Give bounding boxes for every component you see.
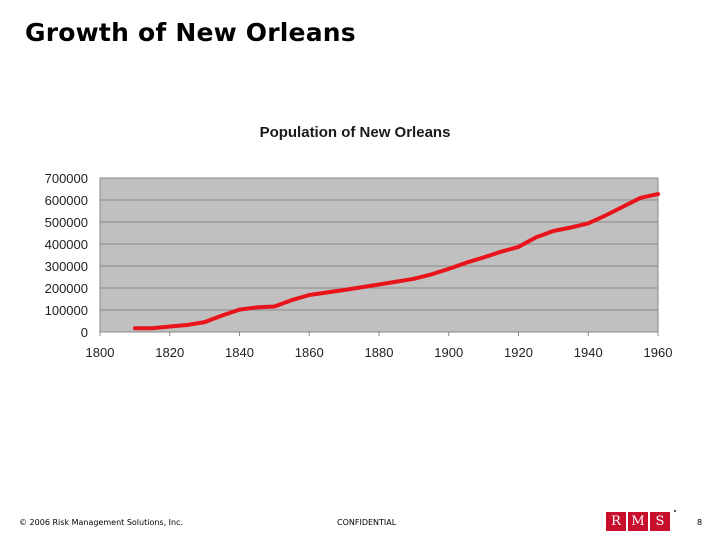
footer-copyright: © 2006 Risk Management Solutions, Inc.	[19, 518, 184, 527]
y-tick-label: 0	[81, 325, 88, 340]
x-tick-label: 1860	[295, 345, 324, 360]
chart-title: Population of New Orleans	[260, 124, 451, 141]
x-tick-label: 1960	[644, 345, 673, 360]
x-tick-label: 1820	[155, 345, 184, 360]
gridlines	[100, 177, 658, 311]
y-axis-ticks: 0 100000 200000 300000 400000 500000 600000 700…	[45, 171, 88, 340]
x-tick-label: 1840	[225, 345, 254, 360]
logo-letter-r: R	[606, 512, 626, 531]
y-tick-label: 300000	[45, 259, 88, 274]
y-tick-label: 500000	[45, 215, 88, 230]
x-tick-label: 1900	[434, 345, 463, 360]
y-tick-label: 600000	[45, 193, 88, 208]
page-number: 8	[697, 518, 703, 527]
x-tick-label: 1880	[365, 345, 394, 360]
series-line-population	[132, 192, 660, 331]
logo-letter-s: S	[650, 512, 670, 531]
y-tick-label: 400000	[45, 237, 88, 252]
x-tick-label: 1920	[504, 345, 533, 360]
plot-area	[99, 177, 659, 333]
series-group	[132, 192, 660, 331]
y-tick-label: 700000	[45, 171, 88, 186]
x-axis-ticks: 1800 1820 1840 1860 1880 1900 1920 1940 1960	[86, 332, 673, 360]
logo-dot	[674, 510, 676, 512]
x-tick-label: 1940	[574, 345, 603, 360]
rms-logo: R M S	[606, 512, 670, 531]
slide-title: Growth of New Orleans	[25, 18, 356, 47]
logo-letter-m: M	[628, 512, 648, 531]
y-tick-label: 100000	[45, 303, 88, 318]
x-tick-label: 1800	[86, 345, 115, 360]
footer-confidential: CONFIDENTIAL	[337, 518, 397, 527]
y-tick-label: 200000	[45, 281, 88, 296]
